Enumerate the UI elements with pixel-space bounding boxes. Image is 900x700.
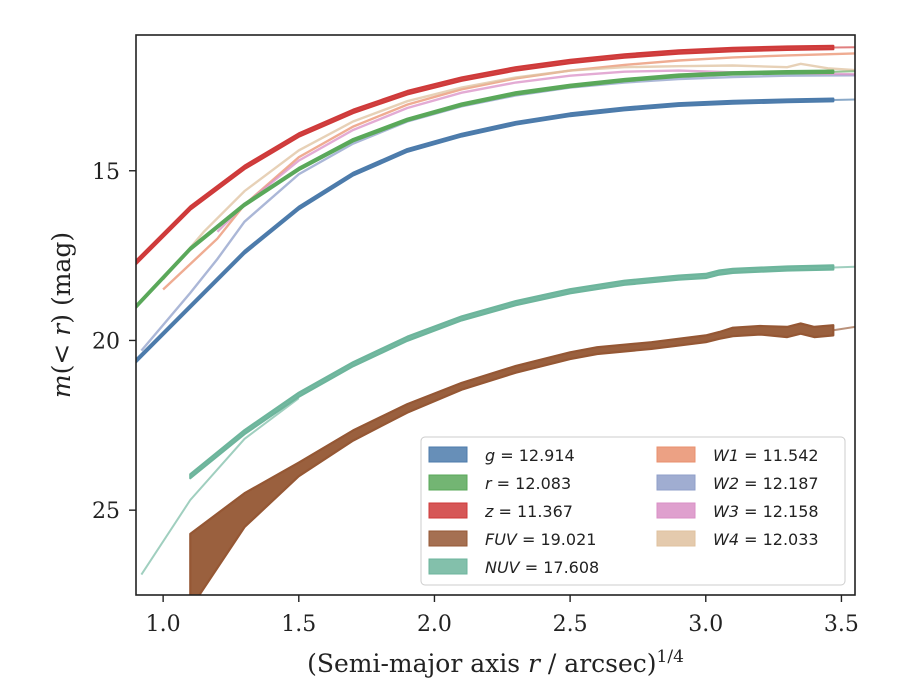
legend-swatch-g bbox=[428, 446, 468, 463]
x-axis-title: (Semi-major axis r / arcsec)1/4 bbox=[307, 647, 684, 678]
legend-swatch-w1 bbox=[656, 446, 696, 463]
y-tick-label: 25 bbox=[92, 499, 120, 524]
x-tick-label: 1.5 bbox=[281, 612, 316, 637]
axis-ticks: 1.0 1.5 2.0 2.5 3.0 3.5 15 20 25 bbox=[92, 160, 859, 637]
series-w4-line bbox=[162, 62, 855, 281]
legend-label-r: r = 12.083 bbox=[485, 474, 571, 493]
legend-swatch-nuv bbox=[428, 558, 468, 575]
legend-swatch-w4 bbox=[656, 530, 696, 547]
legend-label-w4: W4 = 12.033 bbox=[713, 530, 819, 549]
legend-label-z: z = 11.367 bbox=[484, 502, 573, 521]
x-tick-label: 2.0 bbox=[417, 612, 452, 637]
legend-label-w3: W3 = 12.158 bbox=[713, 502, 819, 521]
legend-swatch-w3 bbox=[656, 502, 696, 519]
legend-label-fuv: FUV = 19.021 bbox=[485, 530, 596, 549]
series-nuv-model-line-end bbox=[833, 265, 855, 269]
series-nuv-band bbox=[189, 264, 835, 480]
series-w1-line bbox=[162, 52, 855, 291]
series-g-band bbox=[136, 97, 835, 364]
plot-area bbox=[136, 44, 855, 595]
series-r-band bbox=[136, 69, 835, 309]
series-r-model-line bbox=[833, 70, 855, 73]
legend-swatch-fuv bbox=[428, 530, 468, 547]
series-fuv-band bbox=[189, 322, 835, 595]
series-z-band bbox=[136, 44, 835, 266]
legend-label-g: g = 12.914 bbox=[485, 446, 575, 465]
x-tick-label: 3.0 bbox=[688, 612, 723, 637]
y-tick-label: 20 bbox=[92, 329, 120, 354]
legend-label-w1: W1 = 11.542 bbox=[713, 446, 819, 465]
series-w3-line bbox=[216, 69, 855, 233]
series-g-model-line bbox=[833, 98, 855, 101]
x-tick-label: 2.5 bbox=[553, 612, 588, 637]
y-axis-title: m(< r) (mag) bbox=[47, 232, 76, 398]
x-tick-label: 1.0 bbox=[146, 612, 181, 637]
legend: g = 12.914 r = 12.083 z = 11.367 FUV = 19.0… bbox=[420, 436, 846, 586]
plot-frame bbox=[135, 34, 856, 596]
legend-swatch-r bbox=[428, 474, 468, 491]
legend-box bbox=[420, 436, 846, 586]
y-tick-label: 15 bbox=[92, 160, 120, 185]
legend-label-nuv: NUV = 17.608 bbox=[485, 558, 599, 577]
legend-swatch-w2 bbox=[656, 474, 696, 491]
legend-label-w2: W2 = 12.187 bbox=[713, 474, 819, 493]
x-tick-label: 3.5 bbox=[824, 612, 859, 637]
legend-swatch-z bbox=[428, 502, 468, 519]
series-fuv-model-line bbox=[833, 325, 855, 332]
series-nuv-model-line bbox=[140, 397, 300, 576]
